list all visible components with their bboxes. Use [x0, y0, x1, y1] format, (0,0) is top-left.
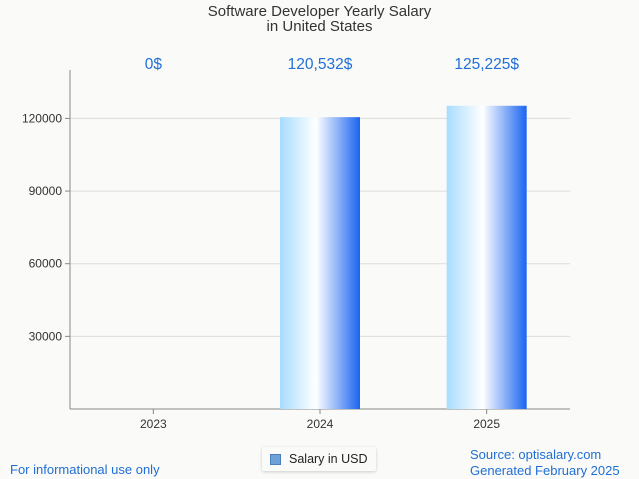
- data-label: 0$: [145, 56, 163, 73]
- x-tick-label: 2024: [307, 417, 334, 431]
- chart-subtitle: in United States: [266, 18, 373, 35]
- data-label: 120,532$: [288, 56, 353, 73]
- bar-2024: [280, 117, 360, 409]
- chart-title: Software Developer Yearly Salary: [207, 3, 432, 20]
- legend-label: Salary in USD: [289, 452, 368, 466]
- y-tick-label: 30000: [29, 329, 63, 343]
- disclaimer-text: For informational use only: [10, 462, 160, 477]
- bar-2025: [446, 105, 527, 409]
- source-info: Source: optisalary.com Generated Februar…: [470, 447, 620, 479]
- x-tick-label: 2025: [473, 417, 500, 431]
- generated-date: Generated February 2025: [470, 463, 620, 478]
- x-tick-label: 2023: [140, 417, 167, 431]
- y-tick-label: 90000: [29, 184, 63, 198]
- data-label: 125,225$: [454, 56, 519, 73]
- legend-swatch: [270, 453, 281, 465]
- y-tick-label: 120000: [22, 111, 62, 125]
- y-tick-label: 60000: [29, 257, 63, 271]
- legend[interactable]: Salary in USD: [262, 447, 376, 471]
- source-link[interactable]: Source: optisalary.com: [470, 447, 602, 462]
